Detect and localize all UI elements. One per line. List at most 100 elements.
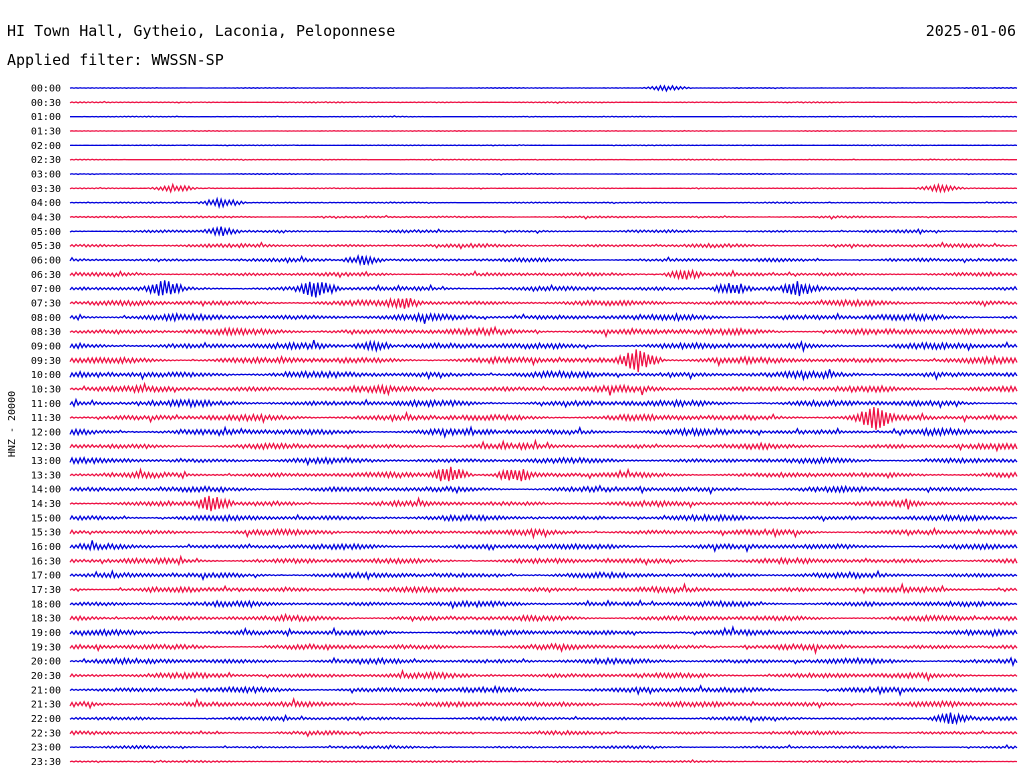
trace-line [69,425,1018,439]
tick-label: 10:30 [31,384,61,395]
tick-label: 00:30 [31,98,61,109]
tick-label: 16:00 [31,542,61,553]
tick-label: 15:30 [31,528,61,539]
tick-label: 13:00 [31,456,61,467]
date-label: 2025-01-06 [926,22,1016,40]
filter-label: Applied filter: WWSSN-SP [7,51,224,69]
tick-label: 18:30 [31,614,61,625]
trace-line [69,172,1018,176]
trace-line [69,397,1018,410]
tick-label: 23:30 [31,757,61,768]
tick-label: 21:00 [31,685,61,696]
tick-label: 22:30 [31,728,61,739]
y-axis-label: HNZ - 20000 [7,391,18,457]
trace-line [69,158,1018,162]
tick-label: 21:30 [31,700,61,711]
tick-label: 18:00 [31,599,61,610]
trace-line [69,311,1018,324]
trace-line [69,466,1018,482]
tick-label: 02:30 [31,155,61,166]
tick-label: 15:00 [31,513,61,524]
tick-label: 00:00 [31,84,61,95]
trace-line [69,144,1018,147]
trace-line [69,407,1018,430]
tick-label: 14:00 [31,485,61,496]
trace-line [69,115,1018,118]
trace-line [69,495,1018,512]
trace-line [69,612,1018,623]
trace-line [69,569,1018,582]
trace-line [69,225,1018,237]
tick-label: 12:30 [31,442,61,453]
tick-label: 17:00 [31,571,61,582]
tick-label: 01:00 [31,112,61,123]
tick-label: 09:00 [31,341,61,352]
trace-line [69,196,1018,210]
trace-line [69,642,1018,656]
station-title: HI Town Hall, Gytheio, Laconia, Peloponn… [7,22,395,40]
seismic-traces [69,84,1018,764]
trace-line [69,712,1018,726]
tick-label: 09:30 [31,356,61,367]
trace-line [69,268,1018,281]
trace-line [69,484,1018,496]
trace-line [69,241,1018,250]
tick-label: 05:30 [31,241,61,252]
trace-line [69,540,1018,554]
trace-line [69,438,1018,453]
trace-line [69,369,1018,382]
trace-line [69,624,1018,638]
trace-line [69,296,1018,310]
trace-line [69,554,1018,567]
trace-line [69,280,1018,298]
trace-line [69,339,1018,354]
trace-line [69,743,1018,750]
trace-line [69,214,1018,220]
trace-line [69,325,1018,339]
tick-label: 17:30 [31,585,61,596]
trace-line [69,513,1018,523]
tick-label: 01:30 [31,126,61,137]
tick-label: 03:00 [31,169,61,180]
tick-label: 04:00 [31,198,61,209]
tick-label: 19:00 [31,628,61,639]
trace-line [69,598,1018,610]
tick-label: 07:00 [31,284,61,295]
trace-line [69,381,1018,397]
tick-label: 11:30 [31,413,61,424]
tick-label: 02:00 [31,141,61,152]
tick-label: 03:30 [31,184,61,195]
trace-line [69,349,1018,373]
trace-line [69,759,1018,764]
tick-label: 10:00 [31,370,61,381]
tick-label: 06:00 [31,255,61,266]
trace-line [69,668,1018,683]
tick-label: 20:30 [31,671,61,682]
trace-line [69,729,1018,738]
tick-label: 08:00 [31,313,61,324]
tick-label: 04:30 [31,212,61,223]
tick-label: 08:30 [31,327,61,338]
trace-line [69,656,1018,668]
tick-label: 13:30 [31,470,61,481]
tick-label: 06:30 [31,270,61,281]
trace-line [69,456,1018,467]
tick-label: 05:00 [31,227,61,238]
trace-line [69,182,1018,194]
tick-label: 14:30 [31,499,61,510]
tick-label: 19:30 [31,642,61,653]
tick-label: 12:00 [31,427,61,438]
tick-label: 11:00 [31,399,61,410]
trace-line [69,129,1018,133]
trace-line [69,100,1018,104]
trace-line [69,526,1018,540]
trace-line [69,84,1018,93]
tick-label: 23:00 [31,743,61,754]
tick-label: 20:00 [31,657,61,668]
tick-label: 07:30 [31,298,61,309]
trace-line [69,684,1018,697]
trace-line [69,253,1018,267]
trace-line [69,582,1018,595]
tick-label: 16:30 [31,556,61,567]
